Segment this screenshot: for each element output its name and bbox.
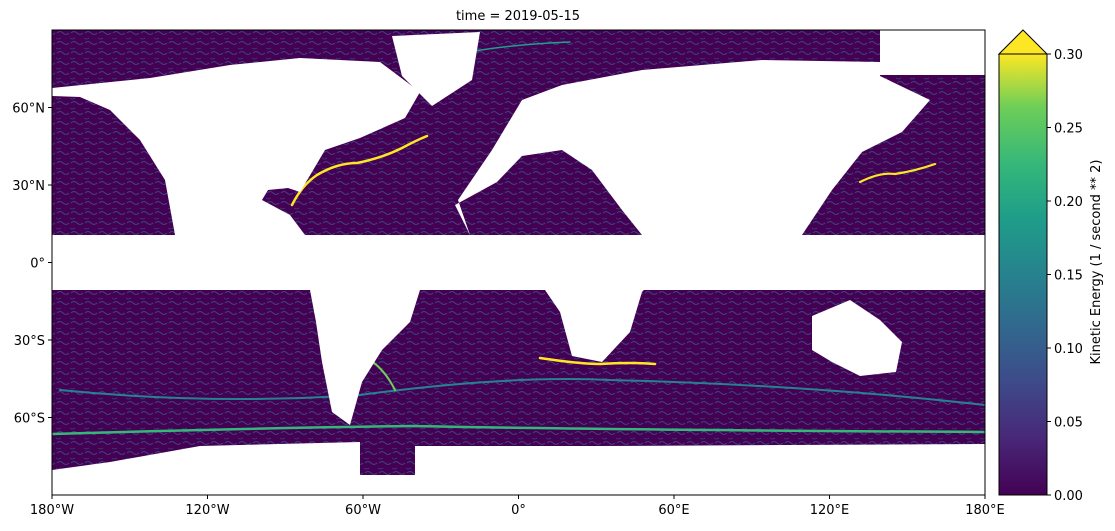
x-tick-label: 0° bbox=[511, 503, 526, 518]
agulhas bbox=[538, 356, 657, 366]
colorbar-tick-label: 0.30 bbox=[1054, 48, 1083, 63]
eurasia-africa bbox=[455, 60, 930, 362]
y-tick-label: 60°N bbox=[12, 102, 45, 117]
kuroshio bbox=[858, 162, 937, 184]
x-tick-label: 60°E bbox=[658, 503, 689, 518]
x-tick-label: 180°E bbox=[965, 503, 1005, 518]
land bbox=[52, 30, 985, 495]
y-tick-label: 0° bbox=[30, 257, 45, 272]
gulf-stream bbox=[290, 134, 429, 207]
colorbar-tick-label: 0.15 bbox=[1054, 269, 1083, 284]
x-tick-label: 180°W bbox=[30, 503, 74, 518]
x-tick-label: 120°E bbox=[810, 503, 850, 518]
x-tick-label: 60°W bbox=[345, 503, 381, 518]
arctic-gap bbox=[880, 30, 985, 75]
antarctica bbox=[52, 442, 985, 495]
map-field bbox=[52, 30, 985, 495]
colorbar-tick-label: 0.20 bbox=[1054, 195, 1083, 210]
colorbar-tick-label: 0.00 bbox=[1054, 489, 1083, 504]
x-tick-label: 120°W bbox=[185, 503, 229, 518]
colorbar-tick-label: 0.05 bbox=[1054, 416, 1083, 431]
australia bbox=[812, 300, 902, 376]
colorbar-tick-label: 0.10 bbox=[1054, 342, 1083, 357]
colorbar-extend bbox=[997, 29, 1049, 55]
antarctic-slope bbox=[52, 424, 985, 436]
y-tick-label: 30°N bbox=[12, 179, 45, 194]
colorbar-label: Kinetic Energy (1 / second ** 2) bbox=[1089, 160, 1104, 365]
colorbar bbox=[999, 54, 1047, 495]
acc bbox=[59, 378, 985, 406]
y-tick-label: 30°S bbox=[14, 334, 45, 349]
greenland bbox=[392, 32, 480, 106]
south-america bbox=[310, 290, 420, 425]
y-tick-label: 60°S bbox=[14, 412, 45, 427]
colorbar-tick-label: 0.25 bbox=[1054, 122, 1083, 137]
map-title: time = 2019-05-15 bbox=[456, 9, 580, 24]
currents bbox=[52, 41, 985, 436]
north-america bbox=[52, 58, 420, 235]
